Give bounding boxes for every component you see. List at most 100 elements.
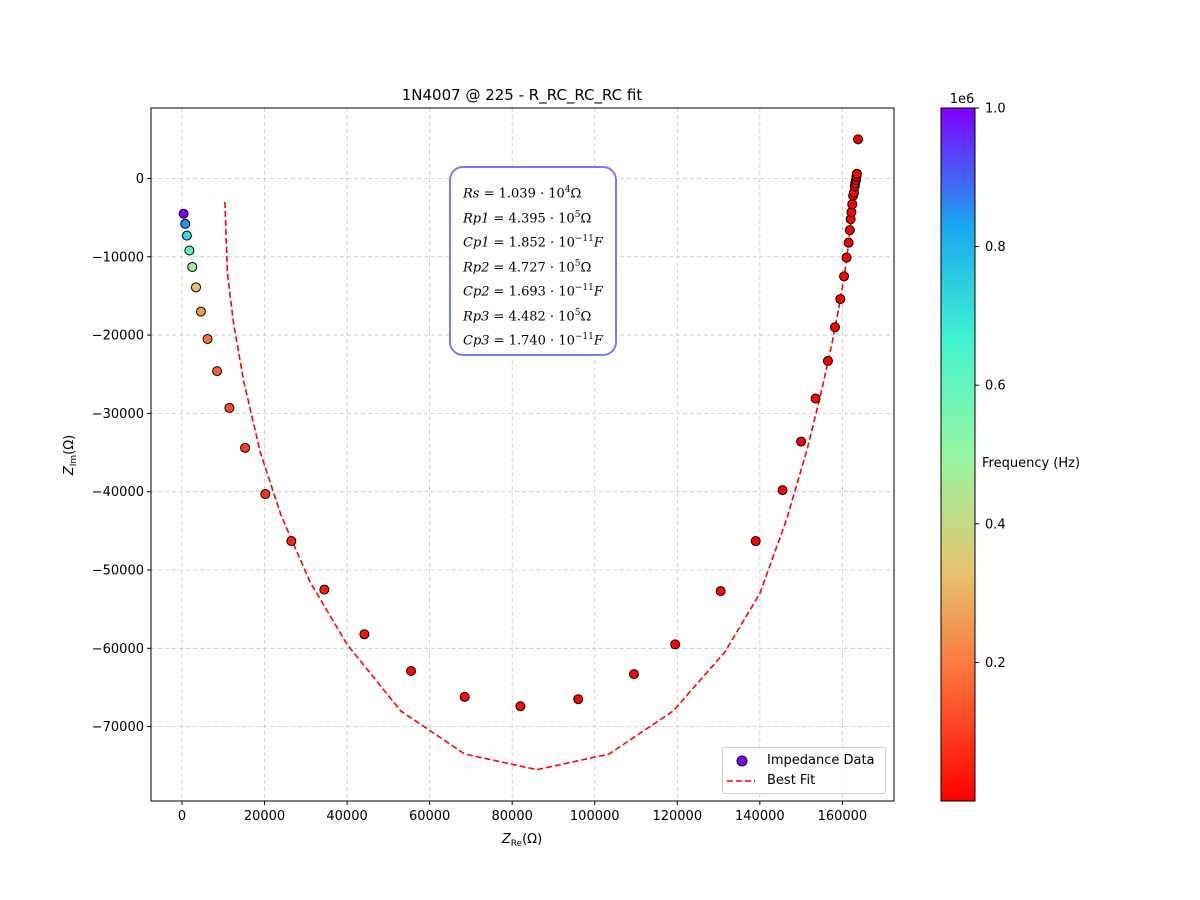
param-unit: Ω xyxy=(580,259,592,275)
param-unit: F xyxy=(593,333,603,349)
fit-parameters-box: Rs = 1.039 · 104Ω Rp1 = 4.395 · 105Ω Cp1 =… xyxy=(449,166,617,356)
param-exponent: 4 xyxy=(564,185,571,195)
impedance-data-point xyxy=(359,629,370,640)
fit-param-rp2: Rp2 = 4.727 · 105Ω xyxy=(463,252,615,277)
param-exponent: −11 xyxy=(574,283,594,293)
y-axis-ticks: 0 −10000 −20000 −30000 −40000 −50000 −60000 −70… xyxy=(92,172,151,735)
y-tick-label: −60000 xyxy=(92,642,144,657)
x-axis-ticks: 0 20000 40000 60000 80000 100000 120000 140000 1… xyxy=(178,801,867,824)
x-tick-label: 100000 xyxy=(570,809,620,824)
legend: Impedance Data Best Fit xyxy=(722,747,886,794)
param-unit: Ω xyxy=(580,210,592,226)
param-exponent: −11 xyxy=(574,332,594,342)
impedance-data-point xyxy=(750,536,761,547)
fit-param-rp3: Rp3 = 4.482 · 105Ω xyxy=(463,301,615,326)
plot-frame xyxy=(150,107,895,802)
x-tick-label: 60000 xyxy=(409,809,450,824)
impedance-data-point xyxy=(847,199,858,210)
best-fit-line xyxy=(224,178,854,771)
impedance-data-point xyxy=(835,294,846,305)
param-value: = 1.740 · 10 xyxy=(489,333,575,349)
legend-marker-dashed-line xyxy=(727,780,755,782)
impedance-data-point xyxy=(843,237,854,248)
y-tick-label: 0 xyxy=(136,172,144,187)
param-name: Rp2 xyxy=(463,259,490,275)
impedance-data-point xyxy=(851,168,862,179)
impedance-data-point xyxy=(573,694,584,705)
impedance-data-point xyxy=(181,230,192,241)
x-tick-label: 20000 xyxy=(244,809,285,824)
y-tick-label: −70000 xyxy=(92,720,144,735)
param-value: = 4.727 · 10 xyxy=(489,259,575,275)
fit-param-cp3: Cp3 = 1.740 · 10−11F xyxy=(463,325,615,350)
impedance-data-point xyxy=(184,245,195,256)
param-name: Rp3 xyxy=(463,308,490,324)
fit-curve-layer xyxy=(224,178,854,771)
y-tick-label: −40000 xyxy=(92,485,144,500)
param-value: = 1.039 · 10 xyxy=(479,186,565,202)
impedance-data-point xyxy=(841,252,852,263)
param-exponent: 5 xyxy=(574,258,581,269)
colorbar-label: Frequency (Hz) xyxy=(982,456,1080,471)
impedance-data-point xyxy=(844,225,855,236)
impedance-data-point xyxy=(260,489,271,500)
param-value: = 1.693 · 10 xyxy=(489,284,575,300)
param-unit: F xyxy=(593,235,603,251)
fit-param-cp2: Cp2 = 1.693 · 10−11F xyxy=(463,276,615,301)
colorbar-ticks: 0.2 0.4 0.6 0.8 1.0 xyxy=(975,102,1006,671)
param-value: = 4.395 · 10 xyxy=(489,210,575,226)
param-unit: Ω xyxy=(580,308,592,324)
colorbar-exponent: 1e6 xyxy=(950,92,975,107)
param-name: Cp1 xyxy=(463,235,490,251)
chart-title: 1N4007 @ 225 - R_RC_RC_RC fit xyxy=(402,86,643,105)
param-unit: Ω xyxy=(570,186,582,202)
impedance-data-point xyxy=(178,208,189,219)
colorbar-tick-label: 0.4 xyxy=(985,517,1006,532)
legend-label: Best Fit xyxy=(767,773,816,788)
impedance-data-point xyxy=(796,436,807,447)
impedance-data-point xyxy=(286,536,297,547)
impedance-data-point xyxy=(628,669,639,680)
impedance-data-point xyxy=(190,282,201,293)
fit-param-rs: Rs = 1.039 · 104Ω xyxy=(463,178,615,203)
param-name: Cp2 xyxy=(463,284,490,300)
impedance-data-point xyxy=(212,366,223,377)
x-tick-label: 160000 xyxy=(818,809,868,824)
param-name: Rp1 xyxy=(463,210,490,226)
impedance-data-point xyxy=(670,639,681,650)
colorbar-tick-label: 0.6 xyxy=(985,379,1006,394)
impedance-data-point xyxy=(224,402,235,413)
y-tick-label: −20000 xyxy=(92,329,144,344)
impedance-data-point xyxy=(180,218,191,229)
param-exponent: −11 xyxy=(574,234,594,244)
legend-label: Impedance Data xyxy=(767,753,875,768)
impedance-data-point xyxy=(839,271,850,282)
fit-param-cp1: Cp1 = 1.852 · 10−11F xyxy=(463,227,615,252)
impedance-data-point xyxy=(810,393,821,404)
data-points-layer xyxy=(178,134,864,712)
x-tick-label: 40000 xyxy=(326,809,367,824)
param-value: = 4.482 · 10 xyxy=(489,308,575,324)
param-name: Cp3 xyxy=(463,333,490,349)
x-tick-label: 140000 xyxy=(735,809,785,824)
impedance-data-point xyxy=(853,134,864,145)
x-tick-label: 0 xyxy=(178,809,186,824)
impedance-data-point xyxy=(829,322,840,333)
legend-item-best-fit: Best Fit xyxy=(723,771,885,791)
param-exponent: 5 xyxy=(574,307,581,318)
colorbar-tick-label: 0.2 xyxy=(985,656,1006,671)
impedance-data-point xyxy=(777,485,788,496)
param-name: Rs xyxy=(463,186,480,202)
param-unit: F xyxy=(593,284,603,300)
legend-item-impedance-data: Impedance Data xyxy=(723,751,885,771)
legend-marker-scatter xyxy=(736,755,748,767)
y-tick-label: −10000 xyxy=(92,250,144,265)
impedance-data-point xyxy=(195,306,206,317)
x-tick-label: 120000 xyxy=(652,809,702,824)
impedance-data-point xyxy=(715,586,726,597)
impedance-data-point xyxy=(319,584,330,595)
param-value: = 1.852 · 10 xyxy=(489,235,575,251)
impedance-data-point xyxy=(459,691,470,702)
y-axis-label: ZIm(Ω) xyxy=(62,435,79,476)
